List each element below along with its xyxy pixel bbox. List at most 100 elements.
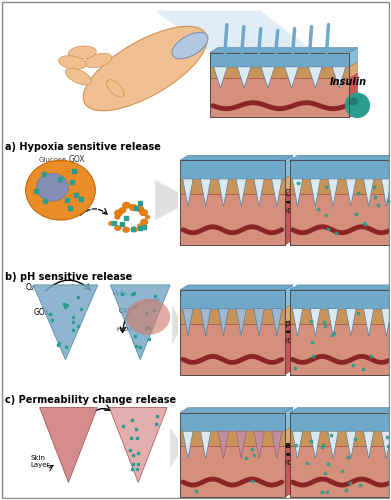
Text: GOX: GOX xyxy=(68,155,85,164)
Text: ↑Permeability: ↑Permeability xyxy=(253,442,321,450)
Polygon shape xyxy=(292,431,303,458)
Polygon shape xyxy=(290,160,391,179)
Polygon shape xyxy=(285,174,292,194)
Polygon shape xyxy=(218,431,229,458)
Polygon shape xyxy=(180,446,285,498)
Polygon shape xyxy=(364,308,374,336)
Polygon shape xyxy=(172,305,178,344)
Polygon shape xyxy=(261,67,275,88)
Polygon shape xyxy=(381,179,391,206)
Circle shape xyxy=(346,94,369,118)
Polygon shape xyxy=(183,308,193,336)
Polygon shape xyxy=(180,324,285,374)
Text: c) Permeability change release: c) Permeability change release xyxy=(5,394,176,404)
Text: CAT: CAT xyxy=(118,308,131,314)
Ellipse shape xyxy=(83,26,207,110)
Ellipse shape xyxy=(25,160,95,220)
Polygon shape xyxy=(170,428,178,468)
Polygon shape xyxy=(285,285,292,308)
Polygon shape xyxy=(155,10,319,56)
Polygon shape xyxy=(290,408,391,412)
Polygon shape xyxy=(292,179,303,206)
Polygon shape xyxy=(236,431,246,458)
Polygon shape xyxy=(201,308,211,336)
Polygon shape xyxy=(290,156,391,160)
Text: O₂: O₂ xyxy=(25,283,35,292)
Text: H₂O₂: H₂O₂ xyxy=(112,291,127,296)
Polygon shape xyxy=(33,285,98,360)
Polygon shape xyxy=(328,308,338,336)
Polygon shape xyxy=(290,285,391,290)
Polygon shape xyxy=(210,48,357,52)
Ellipse shape xyxy=(59,56,86,70)
Ellipse shape xyxy=(65,68,91,85)
Text: ↑glucose: ↑glucose xyxy=(267,336,307,345)
Ellipse shape xyxy=(115,215,120,220)
Polygon shape xyxy=(254,431,264,458)
Polygon shape xyxy=(285,319,292,374)
Polygon shape xyxy=(39,408,97,482)
Polygon shape xyxy=(350,48,357,67)
Polygon shape xyxy=(210,67,350,78)
Polygon shape xyxy=(310,179,321,206)
Polygon shape xyxy=(180,179,285,194)
Text: GOx: GOx xyxy=(34,308,50,317)
Ellipse shape xyxy=(37,173,68,201)
Polygon shape xyxy=(285,156,292,179)
Ellipse shape xyxy=(348,98,359,106)
Polygon shape xyxy=(254,179,264,206)
Polygon shape xyxy=(237,67,251,88)
Text: ↑glucose: ↑glucose xyxy=(267,458,307,468)
Text: b) pH sensitive release: b) pH sensitive release xyxy=(5,272,132,282)
Polygon shape xyxy=(364,179,374,206)
Polygon shape xyxy=(290,179,391,194)
Polygon shape xyxy=(155,180,178,220)
Polygon shape xyxy=(285,304,292,324)
Polygon shape xyxy=(290,431,391,446)
Text: Skin
Layer: Skin Layer xyxy=(30,456,50,468)
Ellipse shape xyxy=(172,32,208,59)
Polygon shape xyxy=(285,189,292,245)
Polygon shape xyxy=(183,179,193,206)
Polygon shape xyxy=(332,67,346,88)
Polygon shape xyxy=(381,431,391,458)
Ellipse shape xyxy=(123,227,130,232)
Ellipse shape xyxy=(141,219,148,225)
Polygon shape xyxy=(109,408,167,482)
Ellipse shape xyxy=(115,210,122,216)
Polygon shape xyxy=(180,290,285,308)
Polygon shape xyxy=(285,442,292,498)
Polygon shape xyxy=(210,78,350,118)
Ellipse shape xyxy=(131,227,138,232)
Polygon shape xyxy=(310,431,321,458)
Polygon shape xyxy=(292,308,303,336)
Polygon shape xyxy=(272,308,282,336)
Polygon shape xyxy=(290,446,391,498)
Text: H₂O↓: H₂O↓ xyxy=(116,327,134,332)
Polygon shape xyxy=(236,179,246,206)
Polygon shape xyxy=(290,308,391,324)
Polygon shape xyxy=(236,308,246,336)
Polygon shape xyxy=(346,179,356,206)
Polygon shape xyxy=(213,67,227,88)
Polygon shape xyxy=(346,431,356,458)
Polygon shape xyxy=(285,408,292,431)
Polygon shape xyxy=(254,308,264,336)
Text: a) Hypoxia sensitive release: a) Hypoxia sensitive release xyxy=(5,142,161,152)
Polygon shape xyxy=(110,285,170,360)
Ellipse shape xyxy=(140,209,148,216)
Polygon shape xyxy=(180,412,285,431)
Polygon shape xyxy=(183,431,193,458)
Polygon shape xyxy=(308,67,322,88)
Polygon shape xyxy=(290,324,391,374)
Polygon shape xyxy=(180,160,285,179)
Polygon shape xyxy=(285,426,292,446)
Ellipse shape xyxy=(126,299,170,335)
Polygon shape xyxy=(180,285,292,290)
Ellipse shape xyxy=(145,215,150,219)
Polygon shape xyxy=(180,194,285,245)
Polygon shape xyxy=(346,308,356,336)
Polygon shape xyxy=(328,179,338,206)
Polygon shape xyxy=(285,67,298,88)
Ellipse shape xyxy=(115,226,121,230)
